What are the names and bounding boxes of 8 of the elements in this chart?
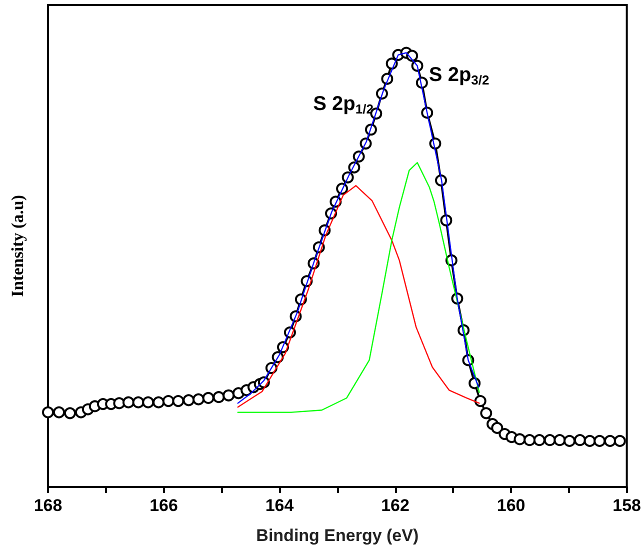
x-tick-label: 160 <box>496 496 526 515</box>
x-tick-label: 168 <box>34 496 62 515</box>
x-axis-title: Binding Energy (eV) <box>256 526 419 545</box>
y-axis-title: Intensity (a.u) <box>8 194 27 298</box>
x-tick-label: 166 <box>150 496 178 515</box>
x-tick-label: 158 <box>612 496 642 515</box>
x-tick-label: 162 <box>381 496 410 515</box>
x-tick-label: 164 <box>265 496 294 515</box>
